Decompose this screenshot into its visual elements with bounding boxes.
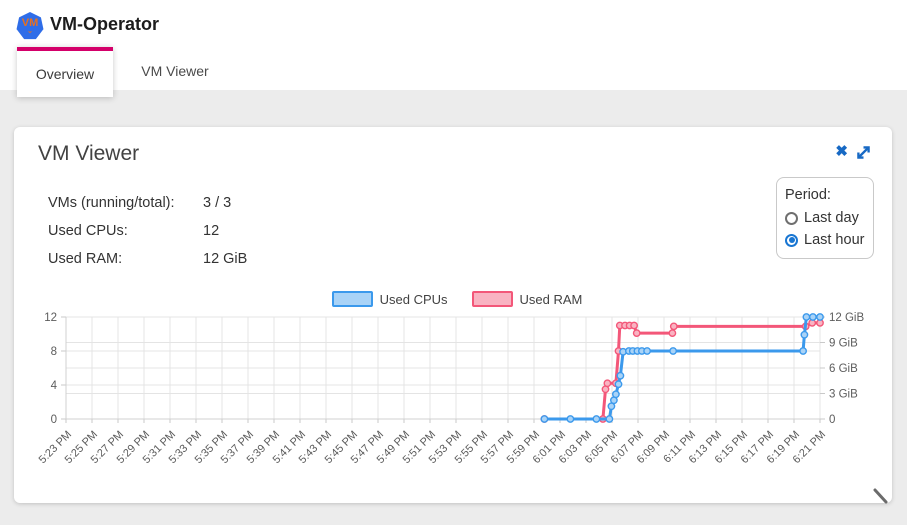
radio-last-hour[interactable]: Last hour bbox=[785, 232, 865, 248]
vm-stats: VMs (running/total): 3 / 3 Used CPUs: 12… bbox=[48, 189, 247, 273]
usage-chart[interactable]: 5:23 PM5:25 PM5:27 PM5:29 PM5:31 PM5:33 … bbox=[0, 303, 907, 503]
svg-text:4: 4 bbox=[51, 380, 58, 392]
vm-operator-logo-icon: VM ⌄ bbox=[16, 12, 44, 40]
tab-bar bbox=[0, 52, 907, 90]
stat-used-ram-value: 12 GiB bbox=[203, 251, 248, 267]
legend-label-used-ram: Used RAM bbox=[519, 291, 583, 307]
tab-overview[interactable]: Overview bbox=[17, 47, 113, 97]
stat-used-cpus: Used CPUs: 12 bbox=[48, 217, 247, 245]
period-selector: Period: Last day Last hour bbox=[776, 177, 874, 259]
radio-last-day[interactable]: Last day bbox=[785, 210, 865, 226]
chart-legend: Used CPUs Used RAM bbox=[14, 291, 900, 307]
radio-last-day-icon[interactable] bbox=[785, 211, 798, 225]
app-header: VM ⌄ VM-Operator bbox=[0, 0, 907, 52]
card-title: VM Viewer bbox=[38, 142, 140, 165]
svg-text:3 GiB: 3 GiB bbox=[829, 389, 858, 401]
svg-text:8: 8 bbox=[51, 346, 57, 358]
tab-vm-viewer[interactable]: VM Viewer bbox=[141, 62, 209, 79]
app-title: VM-Operator bbox=[50, 14, 160, 34]
resize-handle-icon[interactable] bbox=[872, 487, 890, 505]
expand-icon[interactable] bbox=[855, 144, 872, 161]
stat-used-ram-label: Used RAM: bbox=[48, 251, 123, 267]
svg-text:0: 0 bbox=[51, 414, 57, 426]
legend-item-used-cpus[interactable]: Used CPUs bbox=[331, 291, 448, 307]
stat-vms-label: VMs (running/total): bbox=[48, 195, 175, 211]
legend-item-used-ram[interactable]: Used RAM bbox=[471, 291, 583, 307]
svg-text:12: 12 bbox=[44, 312, 57, 324]
card-actions: ✖ bbox=[835, 143, 872, 161]
radio-last-day-label: Last day bbox=[804, 210, 859, 226]
legend-label-used-cpus: Used CPUs bbox=[379, 291, 448, 307]
svg-text:6 GiB: 6 GiB bbox=[829, 363, 858, 375]
stat-used-cpus-label: Used CPUs: bbox=[48, 223, 128, 239]
stat-vms: VMs (running/total): 3 / 3 bbox=[48, 189, 247, 217]
period-label: Period: bbox=[785, 187, 831, 203]
svg-text:0: 0 bbox=[829, 414, 835, 426]
legend-swatch-used-ram bbox=[471, 291, 513, 307]
vm-viewer-card: VM Viewer ✖ VMs (running/total): 3 / 3 U… bbox=[14, 127, 892, 505]
svg-text:12 GiB: 12 GiB bbox=[829, 312, 864, 324]
logo-text: VM bbox=[21, 17, 39, 29]
legend-swatch-used-cpus bbox=[331, 291, 373, 307]
stat-vms-value: 3 / 3 bbox=[203, 195, 232, 211]
radio-last-hour-label: Last hour bbox=[804, 232, 865, 248]
stat-used-cpus-value: 12 bbox=[203, 223, 220, 239]
radio-last-hour-icon[interactable] bbox=[785, 233, 798, 247]
stat-used-ram: Used RAM: 12 GiB bbox=[48, 245, 247, 273]
logo-mark: ⌄ bbox=[26, 26, 34, 35]
svg-text:9 GiB: 9 GiB bbox=[829, 338, 858, 350]
close-icon[interactable]: ✖ bbox=[835, 143, 848, 160]
